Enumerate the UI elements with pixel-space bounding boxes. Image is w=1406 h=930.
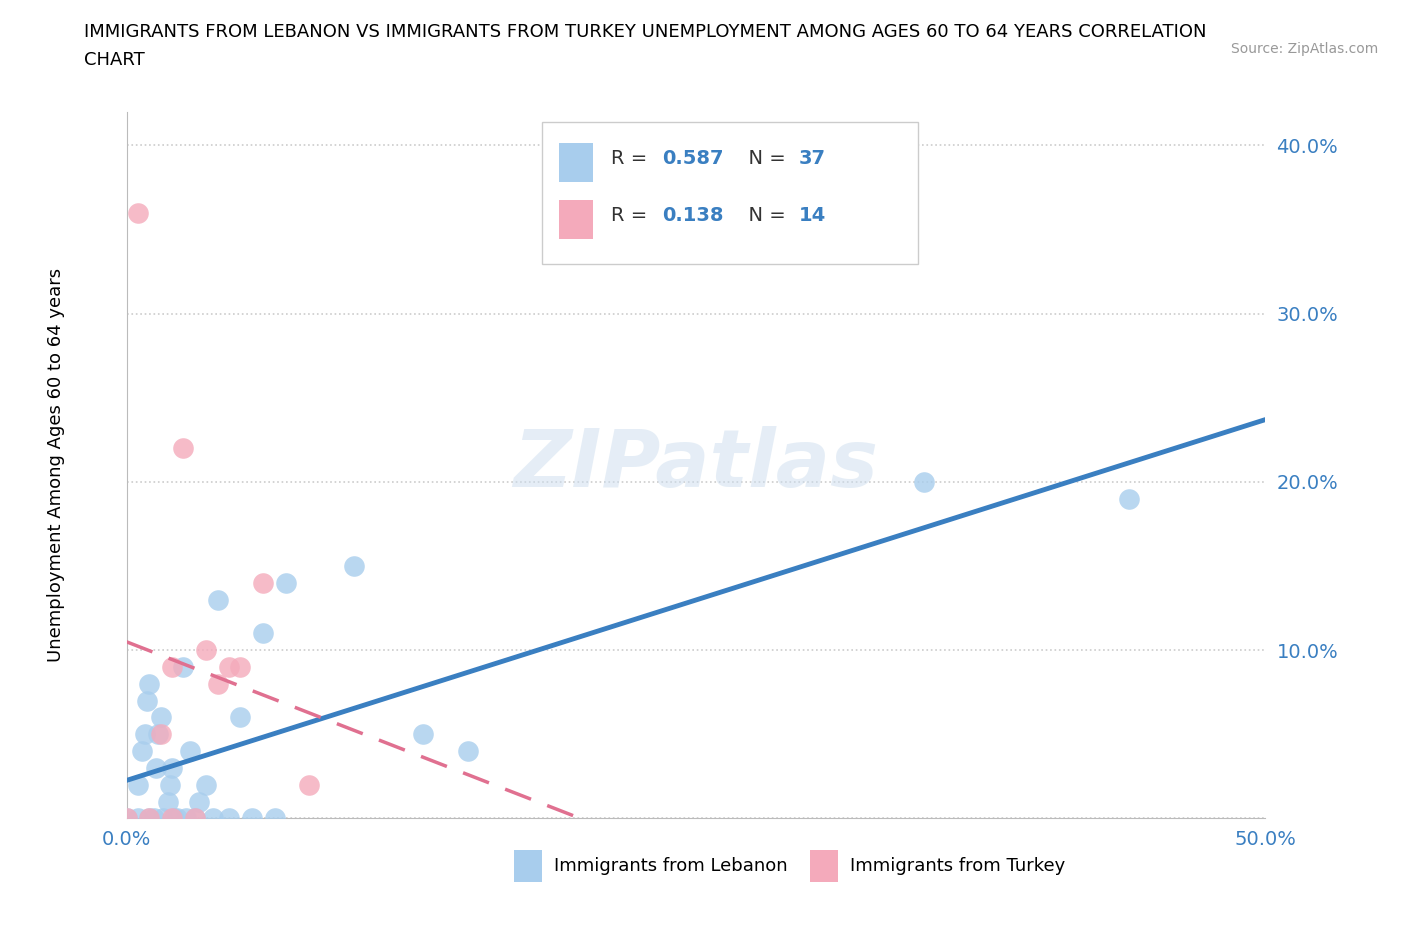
Point xyxy=(127,206,149,220)
Text: ZIPatlas: ZIPatlas xyxy=(513,426,879,504)
Text: 0.138: 0.138 xyxy=(662,206,723,225)
Point xyxy=(188,794,211,809)
Point xyxy=(457,744,479,759)
Point xyxy=(127,811,149,826)
Point xyxy=(184,811,207,826)
Text: 0.587: 0.587 xyxy=(662,150,723,168)
Point xyxy=(252,626,274,641)
Point xyxy=(148,727,170,742)
Point xyxy=(207,592,229,607)
Point xyxy=(131,744,153,759)
Point xyxy=(184,811,207,826)
Text: 37: 37 xyxy=(799,150,825,168)
Bar xyxy=(513,850,543,882)
Point xyxy=(195,643,218,658)
Point xyxy=(218,659,240,674)
Point xyxy=(138,676,160,691)
Point xyxy=(156,794,179,809)
Point xyxy=(252,576,274,591)
Point xyxy=(172,659,194,674)
Text: N =: N = xyxy=(735,150,792,168)
Point xyxy=(166,811,188,826)
Text: Immigrants from Turkey: Immigrants from Turkey xyxy=(849,857,1064,875)
Point xyxy=(160,659,183,674)
Point xyxy=(160,811,183,826)
Point xyxy=(298,777,321,792)
Point xyxy=(912,474,935,489)
Text: IMMIGRANTS FROM LEBANON VS IMMIGRANTS FROM TURKEY UNEMPLOYMENT AMONG AGES 60 TO : IMMIGRANTS FROM LEBANON VS IMMIGRANTS FR… xyxy=(84,23,1206,41)
Text: 14: 14 xyxy=(799,206,825,225)
Text: Unemployment Among Ages 60 to 64 years: Unemployment Among Ages 60 to 64 years xyxy=(48,268,65,662)
Bar xyxy=(810,850,838,882)
Point xyxy=(218,811,240,826)
Point xyxy=(412,727,434,742)
Bar xyxy=(560,200,593,239)
Text: R =: R = xyxy=(610,150,652,168)
Point xyxy=(343,559,366,574)
Text: Immigrants from Lebanon: Immigrants from Lebanon xyxy=(554,857,787,875)
Text: R =: R = xyxy=(610,206,652,225)
Text: CHART: CHART xyxy=(84,51,145,69)
Point xyxy=(160,761,183,776)
Text: Source: ZipAtlas.com: Source: ZipAtlas.com xyxy=(1230,42,1378,56)
Point xyxy=(149,727,172,742)
Point xyxy=(274,576,297,591)
Point xyxy=(163,811,186,826)
Point xyxy=(138,811,160,826)
Point xyxy=(152,811,174,826)
Point xyxy=(1118,491,1140,506)
Point xyxy=(207,676,229,691)
Point xyxy=(115,811,138,826)
Point xyxy=(134,727,156,742)
Point xyxy=(159,777,181,792)
Point xyxy=(195,777,218,792)
Point xyxy=(174,811,197,826)
Point xyxy=(145,761,167,776)
Point xyxy=(142,811,165,826)
Point xyxy=(202,811,225,826)
Point xyxy=(179,744,201,759)
Point xyxy=(127,777,149,792)
Point xyxy=(138,811,160,826)
Point xyxy=(240,811,263,826)
Point xyxy=(136,693,159,708)
Text: N =: N = xyxy=(735,206,792,225)
Point xyxy=(229,659,252,674)
Point xyxy=(172,441,194,456)
Point xyxy=(229,710,252,724)
FancyBboxPatch shape xyxy=(543,122,918,263)
Bar xyxy=(560,143,593,182)
Point xyxy=(115,811,138,826)
Point xyxy=(149,710,172,724)
Point xyxy=(263,811,285,826)
